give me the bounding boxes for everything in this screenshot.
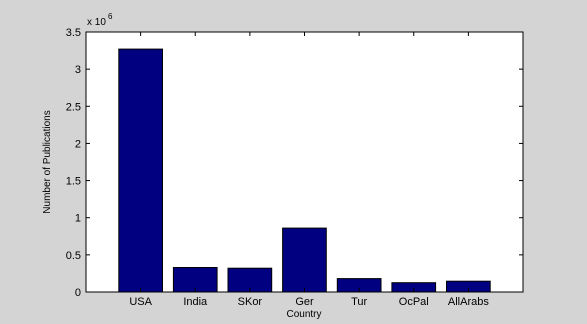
y-exponent-power: 6 [108,12,113,21]
x-axis-label: Country [286,309,321,320]
bar-ger [282,227,327,293]
y-tick-label: 1.5 [66,176,81,188]
x-tick-label: AllArabs [448,296,489,308]
y-axis-label: Number of Publications [42,110,53,213]
y-tick-label: 2 [75,138,81,150]
bars-group [118,48,491,293]
x-tick-label: India [183,296,208,308]
bar-usa [118,48,164,293]
y-exponent-base: x 10 [87,17,106,28]
x-tick-label: SKor [238,296,263,308]
y-tick-label: 0.5 [66,250,81,262]
y-tick-label: 3.5 [66,27,81,39]
y-tick-label: 1 [75,213,81,225]
x-axis-ticks: USA India SKor Ger Tur OcPal AllArabs [129,32,489,308]
y-tick-label: 2.5 [66,101,81,113]
bar-india [172,267,218,293]
y-axis-ticks: 0 0.5 1 1.5 2 2.5 3 3.5 [66,27,523,299]
y-tick-label: 3 [75,64,81,76]
y-tick-label: 0 [75,287,81,299]
x-tick-label: OcPal [399,296,429,308]
x-tick-label: USA [129,296,152,308]
x-tick-label: Tur [351,296,367,308]
x-tick-label: Ger [295,296,314,308]
